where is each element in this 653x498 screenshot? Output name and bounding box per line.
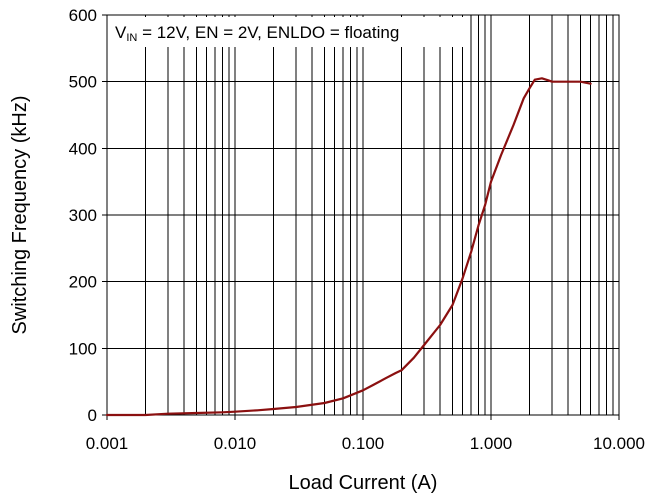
y-tick-label: 200 [69,273,97,292]
data-point [323,402,326,404]
data-point [295,406,297,408]
y-tick-label: 500 [69,73,97,92]
data-point [439,324,441,326]
data-point [534,78,536,81]
data-point [512,124,515,126]
data-layer [105,77,592,417]
data-point [461,277,464,280]
y-tick-label: 0 [88,406,97,425]
data-point [106,414,108,416]
series-line [105,77,592,417]
data-point [470,250,472,253]
annotation-box [109,17,469,47]
y-tick-label: 100 [69,339,97,358]
data-point [384,377,387,380]
data-point [500,154,502,156]
data-point [221,411,224,414]
data-point [528,87,531,90]
data-point [567,80,569,83]
data-point [589,82,592,85]
data-point [413,356,415,359]
x-tick-label: 1.000 [470,434,513,453]
y-axis-title: Switching Frequency (kHz) [9,96,31,335]
data-point [342,397,344,400]
data-point [579,80,582,83]
y-tick-label: 300 [69,206,97,225]
data-point [490,180,492,183]
x-tick-label: 10.000 [593,434,645,453]
data-point [372,384,374,386]
data-point [522,97,525,100]
data-point [547,79,550,82]
data-point [234,410,236,413]
y-tick-label: 600 [69,6,97,25]
data-point [272,408,275,410]
data-point [451,304,454,306]
annotation-text: VIN = 12V, EN = 2V, ENLDO = floating [115,23,399,44]
data-point [144,414,147,416]
data-point [195,412,198,414]
data-point [167,412,169,415]
data-point [551,80,553,83]
x-axis-title: Load Current (A) [289,472,438,494]
data-point [541,77,543,80]
x-tick-label: 0.001 [86,434,129,453]
x-tick-label: 0.100 [342,434,385,453]
x-tick-label: 0.010 [214,434,257,453]
y-tick-label: 400 [69,139,97,158]
data-point [400,369,403,372]
axes [102,14,620,420]
data-point [423,344,425,346]
data-point [362,389,364,392]
data-point [394,372,397,374]
labels: 0 100 200 300 400 500 600 0.001 0.010 0.100 1.000 1… [9,6,645,494]
data-point [477,224,480,226]
annotation: VIN = 12V, EN = 2V, ENLDO = floating [109,17,469,47]
grid [107,15,619,415]
data-point [256,409,259,412]
data-point [484,204,486,206]
